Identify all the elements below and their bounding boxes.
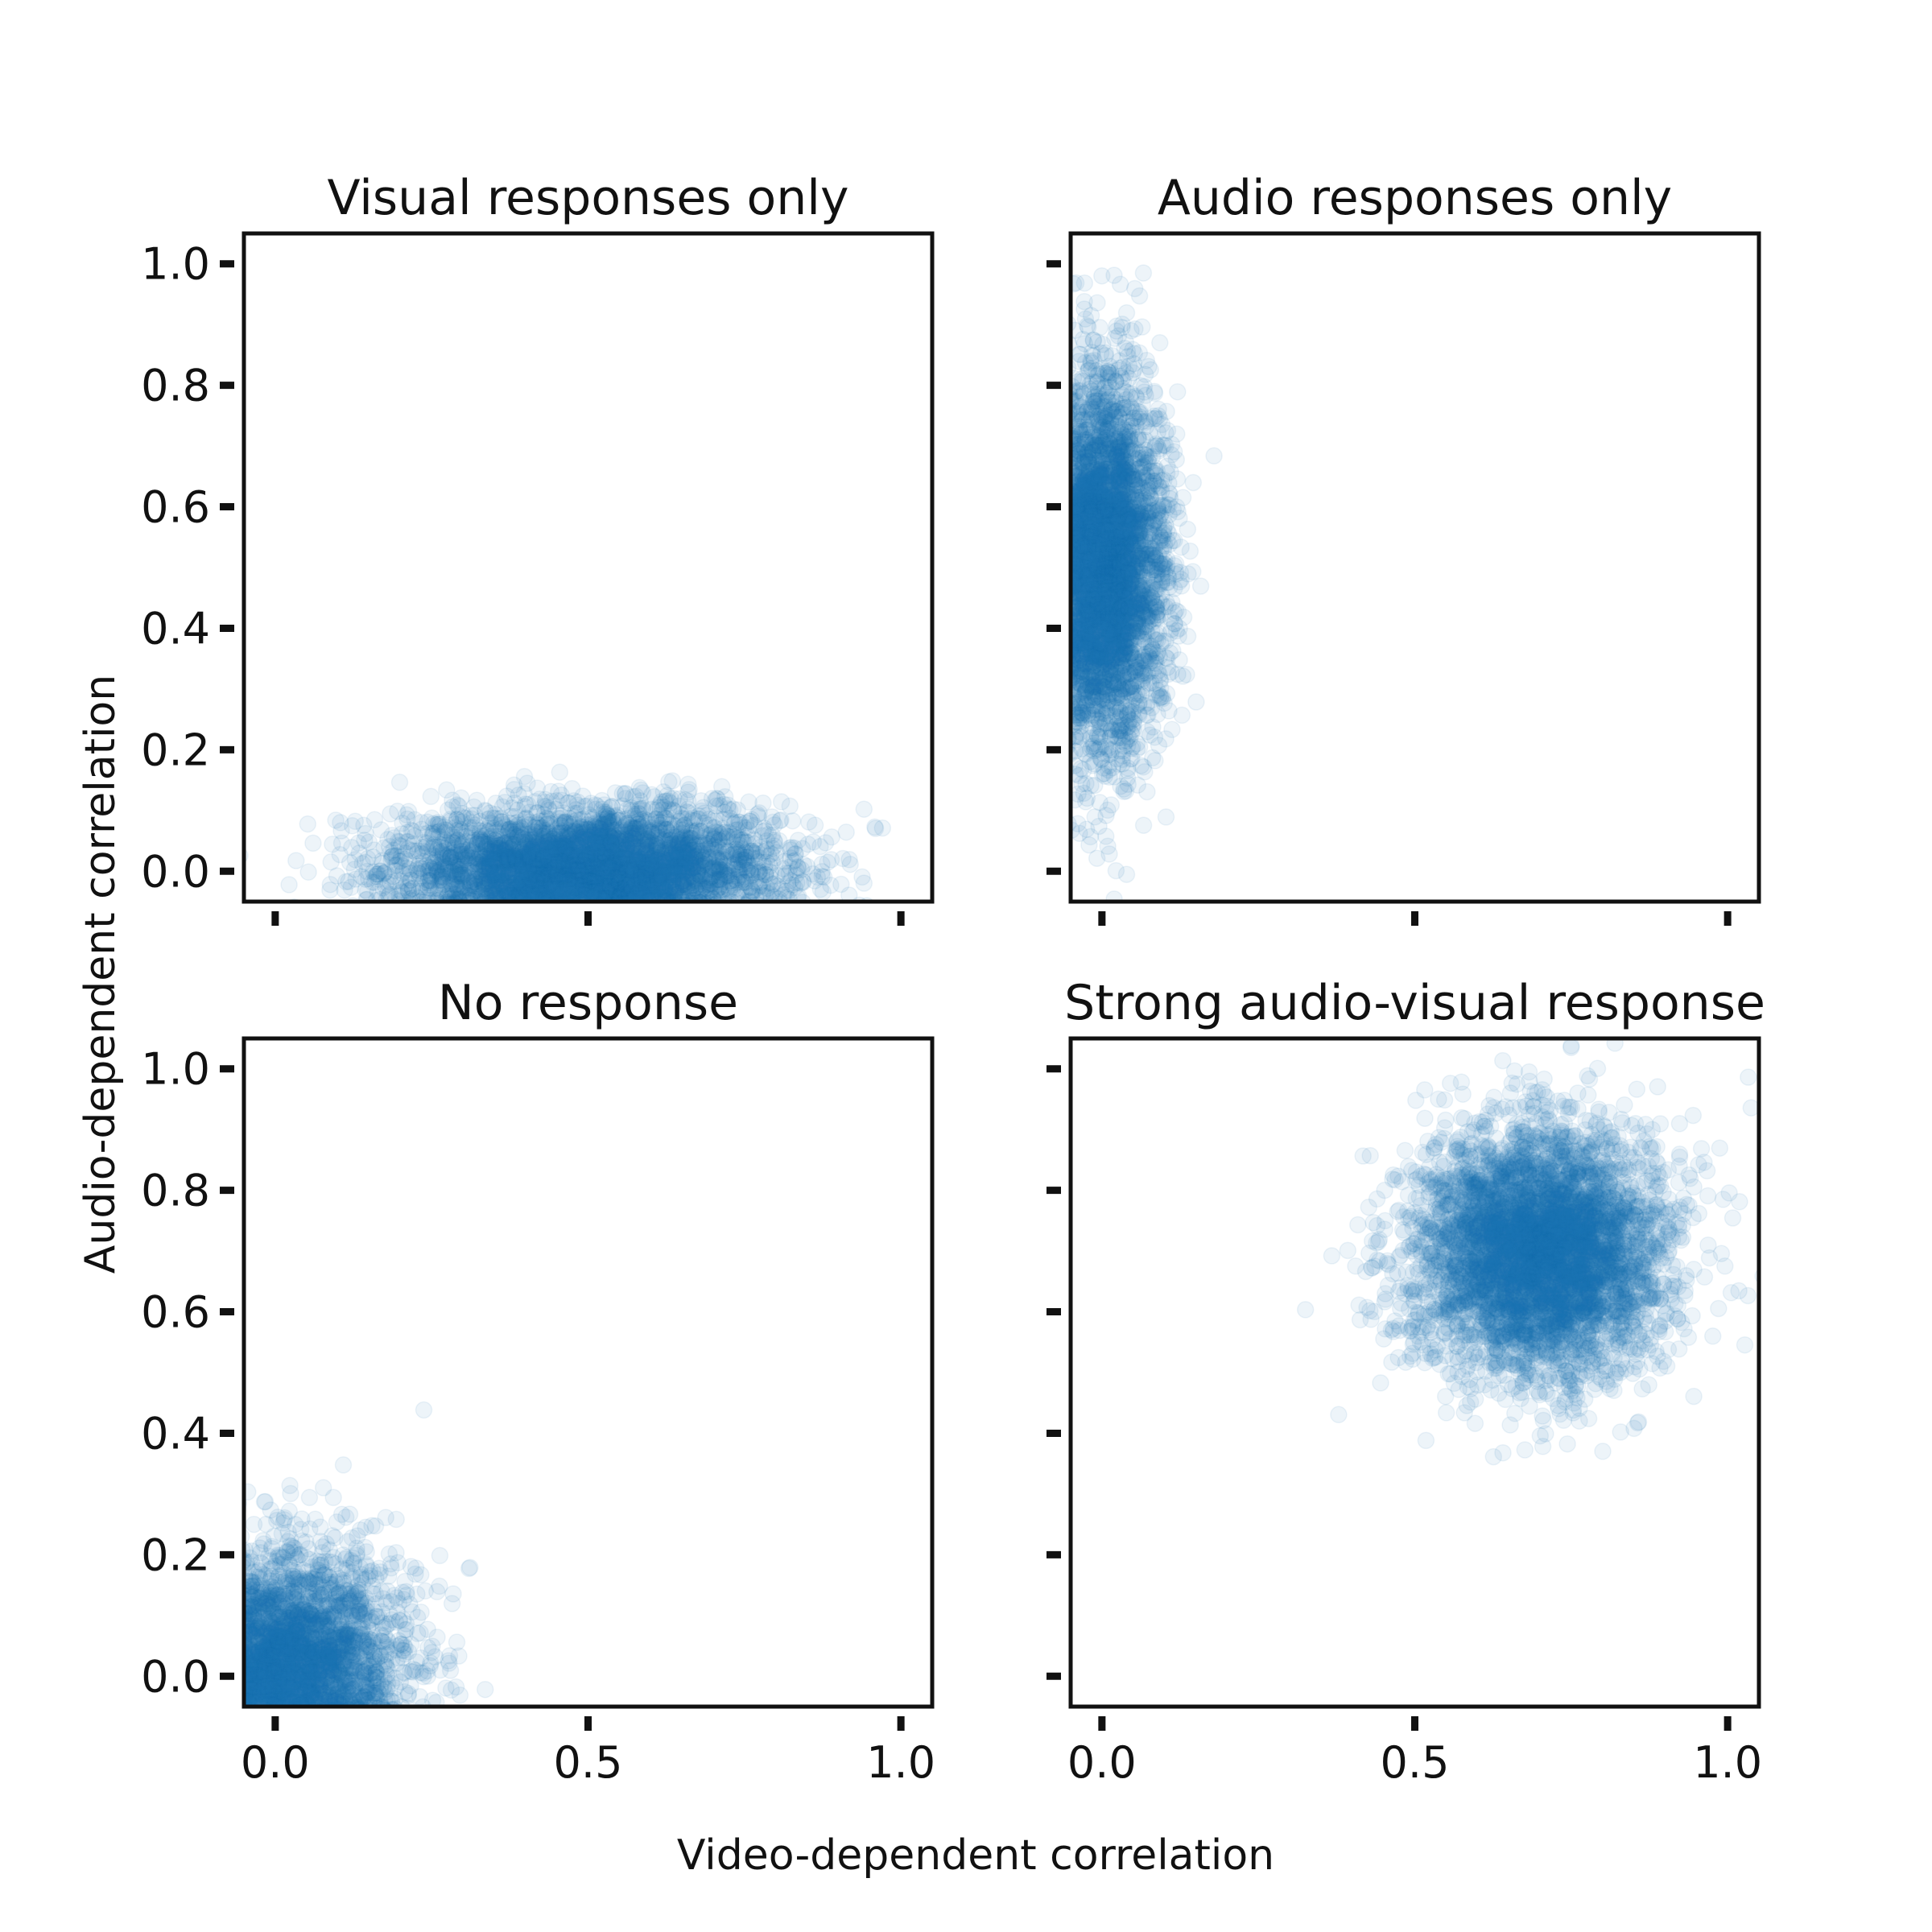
- data-point: [657, 832, 673, 848]
- data-point: [835, 851, 851, 867]
- data-point: [854, 869, 870, 885]
- data-point: [807, 817, 824, 833]
- data-point: [539, 879, 555, 895]
- data-point: [683, 830, 699, 846]
- data-point: [635, 881, 651, 898]
- data-point: [646, 789, 663, 805]
- data-point: [867, 819, 883, 835]
- data-point: [476, 881, 492, 897]
- data-point: [401, 803, 417, 819]
- data-point: [467, 807, 483, 824]
- data-point: [738, 815, 754, 831]
- data-point: [572, 837, 588, 853]
- data-point: [615, 849, 631, 865]
- data-point: [751, 879, 767, 895]
- data-point: [299, 816, 316, 832]
- data-point: [288, 852, 304, 869]
- data-point: [597, 806, 613, 822]
- data-point: [745, 862, 761, 878]
- data-point: [708, 851, 724, 867]
- data-point: [621, 815, 637, 832]
- data-point: [730, 853, 746, 869]
- data-point: [759, 833, 775, 849]
- data-point: [807, 873, 823, 889]
- data-point: [305, 835, 321, 851]
- data-point: [542, 840, 558, 857]
- data-point: [708, 798, 724, 814]
- data-point: [592, 828, 608, 844]
- data-point: [557, 814, 573, 830]
- data-point: [735, 832, 751, 848]
- data-point: [376, 865, 392, 881]
- data-point: [453, 849, 469, 865]
- data-point: [518, 838, 534, 854]
- data-point: [439, 782, 455, 798]
- data-point: [510, 815, 526, 831]
- data-point: [396, 880, 412, 896]
- data-point: [322, 877, 338, 893]
- data-point: [423, 868, 440, 884]
- data-point: [504, 865, 520, 881]
- data-point: [392, 774, 408, 791]
- data-point: [389, 848, 405, 864]
- data-point: [360, 851, 376, 867]
- data-point: [444, 799, 460, 815]
- data-point: [493, 811, 510, 827]
- data-point: [384, 828, 400, 844]
- data-point: [356, 817, 372, 833]
- data-point: [650, 872, 667, 888]
- data-point: [680, 776, 696, 792]
- data-point: [647, 811, 663, 828]
- data-point: [447, 886, 463, 902]
- data-point: [323, 854, 339, 870]
- data-point: [551, 764, 568, 780]
- data-point: [772, 813, 788, 829]
- data-point: [405, 823, 421, 839]
- data-point: [463, 828, 479, 844]
- data-point: [741, 794, 757, 810]
- data-point: [838, 824, 854, 840]
- data-point: [856, 801, 872, 817]
- data-point: [782, 798, 798, 814]
- data-point: [661, 801, 677, 817]
- data-point: [805, 834, 821, 850]
- data-point: [617, 880, 634, 896]
- data-point: [300, 864, 316, 880]
- data-point: [423, 788, 439, 804]
- data-point: [281, 877, 297, 893]
- data-point: [555, 861, 572, 877]
- data-point: [469, 792, 485, 808]
- data-point: [496, 836, 512, 852]
- data-point: [787, 846, 803, 862]
